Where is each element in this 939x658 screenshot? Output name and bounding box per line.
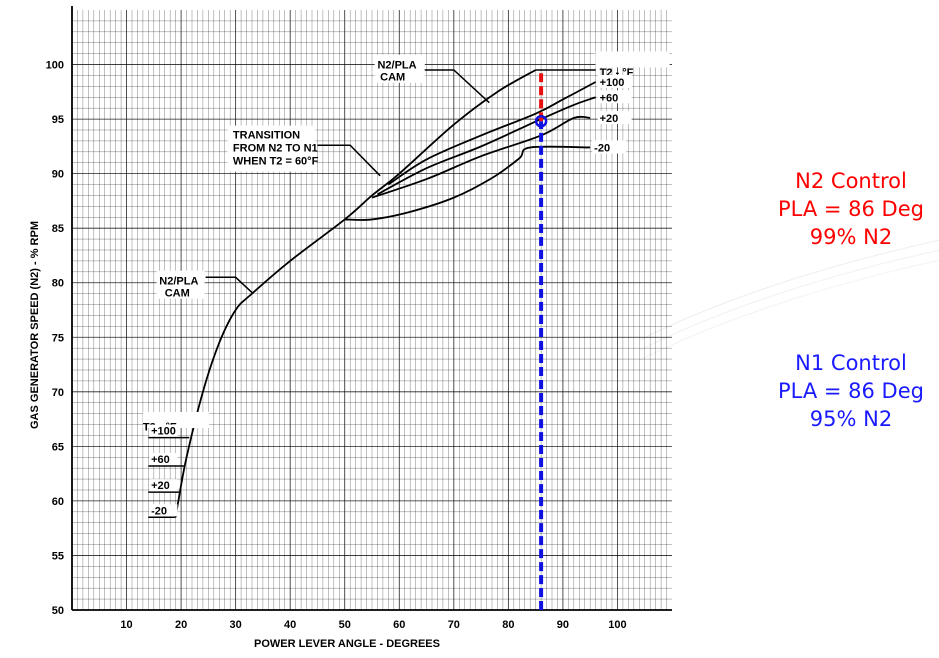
annotation-transition-leader [317,144,381,177]
left-t2-step-value: +60 [151,454,170,466]
annotation-top-cam-bg [374,54,425,83]
n1-note-line-2: PLA = 86 Deg [778,379,924,403]
left-t2-step-bg-1 [149,453,178,465]
n1-note-line-1: N1 Control [795,351,907,375]
y-tick-label: 55 [52,550,64,562]
right-t2-bg-0 [597,75,632,88]
y-tick-label: 90 [52,169,64,181]
right-t2-bg-1 [597,90,632,104]
chart-tick-labels: 10 20 30 40 50 60 70 80 90 100 50 55 60 65 70 75 80 85 90 9… [29,60,627,650]
chart-grid [72,10,672,610]
right-t2-value: +100 [600,77,625,89]
x-tick-label: 80 [502,619,514,631]
n2-control-note: N2 Control PLA = 86 Deg 99% N2 [736,167,939,251]
left-t2-step-bg-0 [149,424,178,437]
n2-note-line-3: 99% N2 [809,225,893,249]
left-t2-step-value: +20 [151,480,170,492]
right-t2-bg-2 [597,111,632,124]
curve--20 [344,145,591,221]
left-t2-step-value: -20 [151,505,167,517]
annotation-mid-cam-bg [156,270,205,299]
annotation-mid-cam-line1: N2/PLA [159,276,198,288]
x-tick-label: 40 [284,619,296,631]
background-swirl-decoration [640,239,939,361]
operating-point-marker [534,115,548,128]
x-tick-label: 20 [175,619,187,631]
chart-series [174,69,597,610]
chart-axes [71,6,672,611]
n1-note-line-3: 95% N2 [809,407,893,431]
annotation-transition-line2: FROM N2 TO N1 [233,142,318,154]
curve-+60 [377,96,596,196]
right-t2-bg-3 [592,140,627,154]
y-tick-label: 65 [52,441,64,453]
x-tick-label: 70 [448,619,460,631]
y-tick-label: 80 [52,278,64,290]
y-tick-label: 85 [52,223,64,235]
n2-note-line-1: N2 Control [795,169,907,193]
left-t2-step-bg-3 [149,504,178,517]
annotation-transition-line1: TRANSITION [233,129,300,141]
right-t2-value: -20 [594,142,610,154]
annotation-mid-cam-leader [205,276,253,294]
x-tick-label: 90 [557,619,569,631]
n2-note-line-2: PLA = 86 Deg [778,197,924,221]
right-t2-value: +20 [600,113,619,125]
annotation-top-cam-leader [423,69,490,104]
y-tick-label: 50 [52,605,64,617]
x-axis-label: POWER LEVER ANGLE - DEGREES [254,638,440,650]
curve-n2placam [174,69,537,518]
curve-+100 [387,81,597,186]
left-t2-step-bg-2 [149,479,178,492]
annotation-transition-bg [227,125,316,172]
curve-+20 [371,115,591,199]
x-tick-label: 60 [393,619,405,631]
annotation-mid-cam-line2: CAM [165,288,190,300]
left-t2-label-bg [142,412,209,428]
x-tick-label: 10 [120,619,132,631]
y-tick-label: 75 [52,332,64,344]
x-tick-label: 50 [339,619,351,631]
y-tick-label: 100 [46,60,64,72]
y-tick-label: 95 [52,114,64,126]
right-t2-label-bg [595,51,670,68]
y-axis-label: GAS GENERATOR SPEED (N2) - % RPM [29,221,41,429]
annotation-top-cam-line1: N2/PLA [377,60,416,72]
x-tick-label: 30 [230,619,242,631]
right-t2-value: +60 [600,92,619,104]
annotation-top-cam-line2: CAM [380,72,405,84]
left-t2-step-value: +100 [151,426,176,438]
annotation-transition-line3: WHEN T2 = 60°F [233,156,319,168]
y-tick-label: 70 [52,387,64,399]
n1-control-note: N1 Control PLA = 86 Deg 95% N2 [736,349,939,433]
y-tick-label: 60 [52,496,64,508]
x-tick-label: 100 [608,619,626,631]
chart-leaders [148,69,596,519]
